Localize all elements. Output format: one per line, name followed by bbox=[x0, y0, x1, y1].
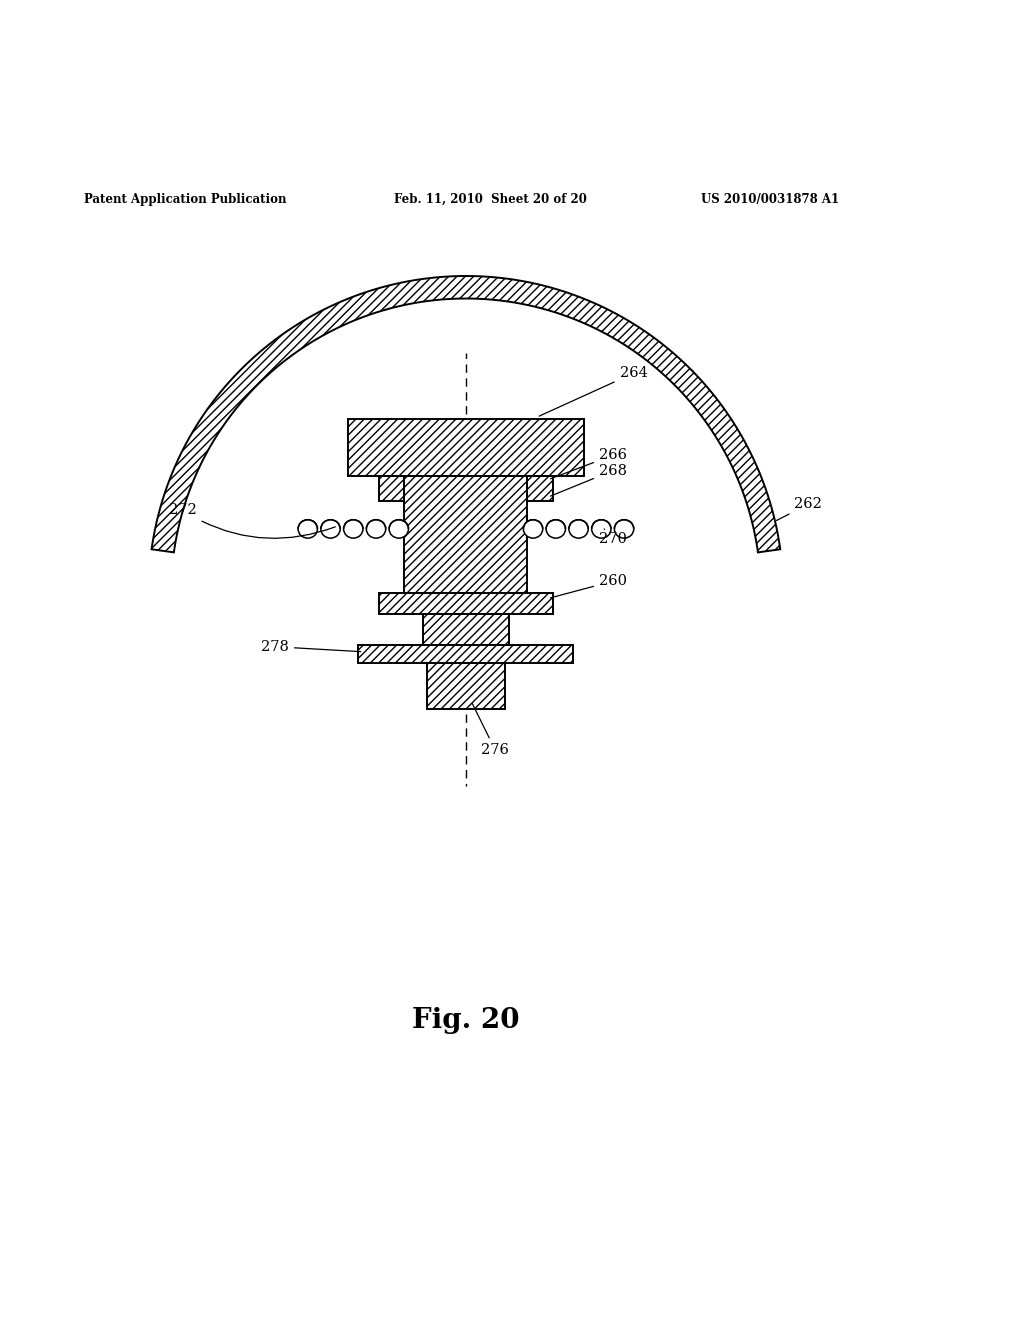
Text: 268: 268 bbox=[551, 463, 627, 496]
Ellipse shape bbox=[298, 520, 317, 539]
Ellipse shape bbox=[614, 520, 634, 539]
Text: 266: 266 bbox=[551, 449, 627, 479]
Bar bbox=[348, 420, 584, 475]
Bar bbox=[427, 663, 505, 709]
Bar bbox=[379, 475, 404, 502]
Bar bbox=[527, 475, 553, 502]
Bar bbox=[379, 594, 553, 614]
Ellipse shape bbox=[523, 520, 543, 539]
Bar bbox=[404, 475, 527, 594]
Ellipse shape bbox=[546, 520, 565, 539]
Bar bbox=[358, 644, 573, 663]
Bar bbox=[379, 594, 553, 614]
Bar bbox=[379, 594, 553, 614]
Bar bbox=[423, 614, 509, 644]
Text: 262: 262 bbox=[776, 498, 822, 520]
Text: 270: 270 bbox=[599, 529, 627, 546]
Bar bbox=[358, 644, 573, 663]
Ellipse shape bbox=[344, 520, 362, 539]
Ellipse shape bbox=[321, 520, 340, 539]
Text: Feb. 11, 2010  Sheet 20 of 20: Feb. 11, 2010 Sheet 20 of 20 bbox=[394, 193, 587, 206]
Bar bbox=[423, 614, 509, 644]
Text: 278: 278 bbox=[261, 640, 360, 653]
Text: Patent Application Publication: Patent Application Publication bbox=[84, 193, 287, 206]
Polygon shape bbox=[152, 276, 780, 552]
Bar bbox=[404, 475, 527, 594]
Ellipse shape bbox=[367, 520, 386, 539]
Text: 264: 264 bbox=[539, 366, 647, 416]
Text: 276: 276 bbox=[472, 704, 509, 758]
Text: 272: 272 bbox=[169, 503, 335, 539]
Bar bbox=[404, 475, 527, 594]
Text: Fig. 20: Fig. 20 bbox=[413, 1007, 519, 1034]
Bar bbox=[358, 644, 573, 663]
Bar bbox=[348, 420, 584, 475]
Bar bbox=[379, 475, 404, 502]
Ellipse shape bbox=[592, 520, 611, 539]
Bar bbox=[427, 663, 505, 709]
Text: 260: 260 bbox=[551, 574, 627, 598]
Bar bbox=[348, 420, 584, 475]
Bar bbox=[423, 614, 509, 644]
Bar bbox=[427, 663, 505, 709]
Bar bbox=[379, 475, 404, 502]
Text: US 2010/0031878 A1: US 2010/0031878 A1 bbox=[701, 193, 840, 206]
Ellipse shape bbox=[569, 520, 588, 539]
Bar bbox=[527, 475, 553, 502]
Ellipse shape bbox=[389, 520, 409, 539]
Bar bbox=[527, 475, 553, 502]
